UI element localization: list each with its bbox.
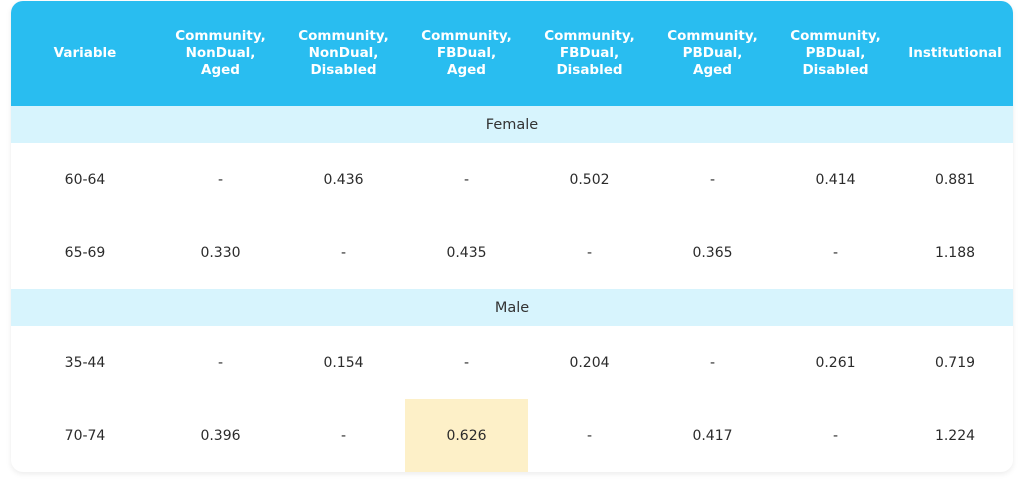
section-row-female: Female bbox=[11, 106, 1013, 143]
header-community-fbdual-disabled: Community, FBDual, Disabled bbox=[544, 28, 635, 78]
section-row-male: Male bbox=[11, 289, 1013, 326]
table-cell: 0.502 bbox=[569, 171, 610, 188]
table-cell: - bbox=[217, 354, 224, 371]
table-cell: 0.881 bbox=[934, 171, 976, 188]
table-cell: 70-74 bbox=[64, 427, 106, 444]
table-cell: - bbox=[340, 244, 347, 261]
table-cell: 0.261 bbox=[815, 354, 856, 371]
table-cell: 0.436 bbox=[323, 171, 364, 188]
table-row: 65-69 0.330 - 0.435 - 0.365 - 1.188 bbox=[11, 216, 1013, 289]
data-table-card: Variable Community, NonDual, Aged Commun… bbox=[11, 1, 1013, 472]
header-institutional: Institutional bbox=[908, 45, 1002, 61]
table-cell: 0.330 bbox=[200, 244, 241, 261]
table-cell: 0.435 bbox=[446, 244, 487, 261]
table-cell: 1.188 bbox=[934, 244, 976, 261]
table-row: 35-44 - 0.154 - 0.204 - 0.261 0.719 bbox=[11, 326, 1013, 399]
table-cell: 0.719 bbox=[934, 354, 976, 371]
table-cell: - bbox=[586, 244, 593, 261]
table-cell: 65-69 bbox=[64, 244, 106, 261]
table-cell: - bbox=[586, 427, 593, 444]
table-cell: 0.204 bbox=[569, 354, 610, 371]
header-community-fbdual-aged: Community, FBDual, Aged bbox=[421, 28, 512, 78]
header-variable: Variable bbox=[53, 45, 117, 61]
table-cell: 0.396 bbox=[200, 427, 241, 444]
data-table: Variable Community, NonDual, Aged Commun… bbox=[11, 1, 1013, 472]
table-header-row: Variable Community, NonDual, Aged Commun… bbox=[11, 1, 1013, 106]
table-cell: - bbox=[340, 427, 347, 444]
table-cell: 60-64 bbox=[64, 171, 106, 188]
table-cell: - bbox=[709, 171, 716, 188]
header-community-nondual-disabled: Community, NonDual, Disabled bbox=[298, 28, 389, 78]
table-cell: 1.224 bbox=[934, 427, 976, 444]
table-cell: 0.414 bbox=[815, 171, 856, 188]
table-cell: 0.154 bbox=[323, 354, 364, 371]
table-cell: - bbox=[463, 171, 470, 188]
table-cell: 0.365 bbox=[692, 244, 733, 261]
header-community-pbdual-disabled: Community, PBDual, Disabled bbox=[790, 28, 881, 78]
header-community-nondual-aged: Community, NonDual, Aged bbox=[175, 28, 266, 78]
table-cell: - bbox=[217, 171, 224, 188]
table-cell: 35-44 bbox=[64, 354, 106, 371]
table-row: 70-74 0.396 - 0.626 - 0.417 - 1.224 bbox=[11, 399, 1013, 472]
header-community-pbdual-aged: Community, PBDual, Aged bbox=[667, 28, 758, 78]
table-cell: 0.417 bbox=[692, 427, 733, 444]
section-label: Male bbox=[494, 299, 530, 316]
table-cell: - bbox=[832, 244, 839, 261]
table-row: 60-64 - 0.436 - 0.502 - 0.414 0.881 bbox=[11, 143, 1013, 216]
table-cell: - bbox=[709, 354, 716, 371]
table-cell: - bbox=[463, 354, 470, 371]
section-label: Female bbox=[485, 116, 539, 133]
table-cell: - bbox=[832, 427, 839, 444]
highlighted-cell: 0.626 bbox=[405, 399, 528, 472]
